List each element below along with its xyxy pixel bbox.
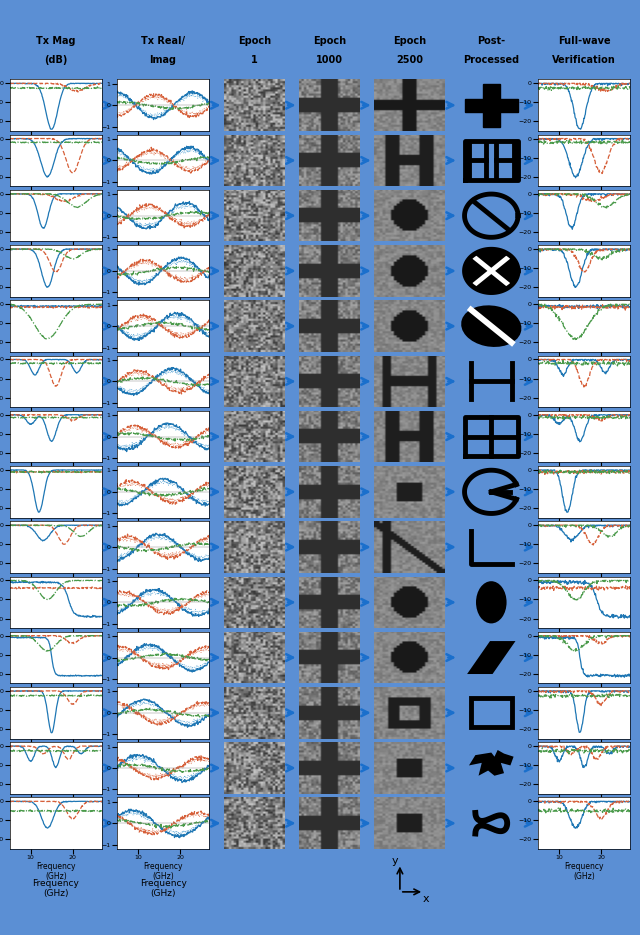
Text: 1000: 1000 xyxy=(316,55,343,65)
Text: Epoch: Epoch xyxy=(237,36,271,46)
X-axis label: Frequency
(GHz): Frequency (GHz) xyxy=(564,862,604,881)
Text: Tx Mag: Tx Mag xyxy=(36,36,76,46)
Text: Imag: Imag xyxy=(150,55,177,65)
Text: Epoch: Epoch xyxy=(393,36,426,46)
Ellipse shape xyxy=(476,582,507,624)
Text: Frequency
(GHz): Frequency (GHz) xyxy=(33,879,79,899)
Ellipse shape xyxy=(463,308,519,344)
Text: Frequency
(GHz): Frequency (GHz) xyxy=(140,879,187,899)
Text: Tx Real/: Tx Real/ xyxy=(141,36,185,46)
Text: 1: 1 xyxy=(251,55,258,65)
Circle shape xyxy=(465,250,518,293)
Bar xyxy=(471,698,511,727)
Text: Post-: Post- xyxy=(477,36,506,46)
X-axis label: Frequency
(GHz): Frequency (GHz) xyxy=(36,862,76,881)
Text: Full-wave: Full-wave xyxy=(558,36,611,46)
Text: Verification: Verification xyxy=(552,55,616,65)
Text: Epoch: Epoch xyxy=(313,36,346,46)
Bar xyxy=(483,83,500,127)
Bar xyxy=(465,98,518,112)
Text: Processed: Processed xyxy=(463,55,519,65)
Polygon shape xyxy=(469,750,513,776)
Text: y: y xyxy=(392,856,398,867)
Text: 2500: 2500 xyxy=(396,55,423,65)
Text: x: x xyxy=(422,894,429,904)
X-axis label: Frequency
(GHz): Frequency (GHz) xyxy=(143,862,183,881)
Text: (dB): (dB) xyxy=(44,55,68,65)
Polygon shape xyxy=(467,641,515,674)
